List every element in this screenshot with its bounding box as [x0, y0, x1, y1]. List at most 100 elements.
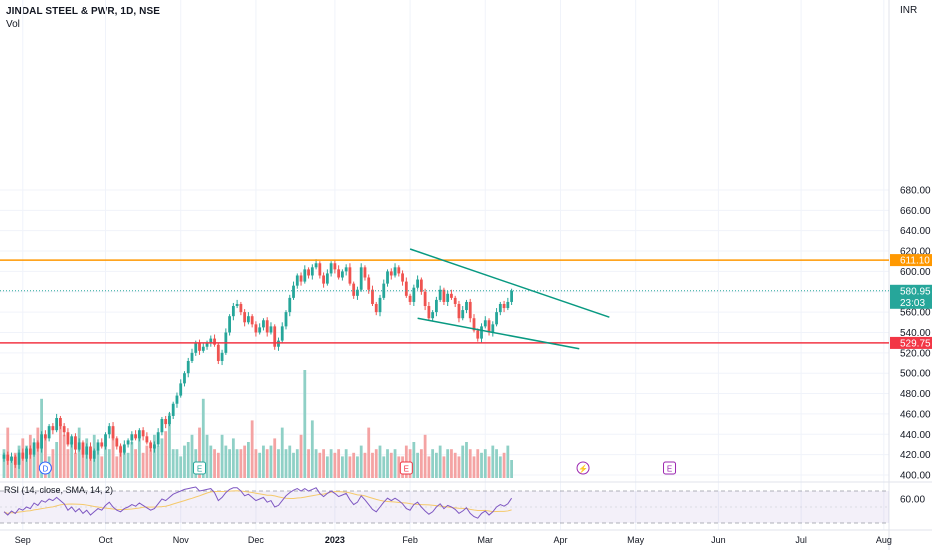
candle [137, 430, 141, 439]
volume-bar [359, 445, 363, 478]
candle [47, 426, 51, 439]
volume-bar [224, 445, 228, 478]
volume-bar [356, 456, 359, 478]
candle [104, 434, 107, 447]
trendlines[interactable] [409, 248, 610, 350]
price-tick-label: 660.00 [900, 206, 931, 217]
volume-bar [329, 449, 333, 478]
candle [382, 283, 386, 298]
volume-bar [465, 442, 468, 478]
candle [164, 419, 168, 425]
event-markers[interactable]: D E E ⚡ E [38, 461, 677, 475]
volume-bar [51, 449, 55, 478]
volume-bar [487, 456, 491, 478]
candle [453, 297, 457, 304]
volume-bar [145, 445, 149, 478]
candle [487, 320, 491, 333]
candle [367, 277, 371, 290]
volume-bar [333, 452, 337, 478]
candle [341, 271, 344, 278]
volume-bar [243, 445, 247, 478]
candle [476, 330, 480, 339]
time-tick-label: Dec [248, 535, 265, 545]
support-tag [890, 336, 932, 349]
candle [21, 452, 25, 459]
volume-bar [322, 449, 325, 478]
volume-bar [160, 438, 164, 478]
candle [273, 326, 277, 347]
candle [371, 289, 374, 304]
volume-bar [341, 456, 344, 478]
volume-bar [254, 449, 258, 478]
candle [25, 448, 28, 459]
price-tick-label: 400.00 [900, 471, 931, 482]
candle [100, 442, 104, 447]
volume-bar [149, 449, 153, 478]
volume-bar [303, 370, 307, 478]
earnings-marker-label: E [667, 465, 672, 474]
volume-bar [446, 449, 450, 478]
candle [325, 273, 329, 284]
candle [250, 316, 254, 325]
price-tick-label: 480.00 [900, 389, 931, 400]
volume-bar [100, 456, 104, 478]
candle [431, 312, 435, 319]
candle [145, 436, 149, 443]
price-axis[interactable]: 680.00660.00640.00620.00600.00580.00560.… [890, 185, 932, 506]
volume-bar [183, 445, 186, 478]
candle [393, 267, 397, 276]
volume-bar [209, 445, 213, 478]
time-tick-label: Sep [15, 535, 31, 545]
price-tick-label: 680.00 [900, 185, 931, 196]
earnings-marker-label: E [404, 465, 409, 474]
candle [59, 417, 62, 427]
volume-bar [10, 456, 13, 478]
candle [269, 326, 273, 333]
volume-bar [423, 434, 427, 478]
volume-bar [89, 449, 92, 478]
volume-bar [382, 456, 386, 478]
volume-bar [74, 452, 77, 478]
volume-bar [231, 438, 235, 478]
candle [168, 415, 171, 425]
volume-bar [179, 456, 183, 478]
time-axis[interactable]: Sep Oct Nov Dec 2023 Feb Mar Apr May Jun Jul Aug [15, 535, 892, 545]
candle [156, 432, 160, 445]
candle [201, 346, 205, 351]
candle [77, 442, 81, 450]
volume-bar [378, 445, 382, 478]
volume-bar [472, 456, 476, 478]
volume-bar [450, 449, 453, 478]
candle [66, 432, 70, 445]
volume-bar [337, 449, 341, 478]
candle [277, 340, 280, 347]
candle [179, 383, 183, 396]
volume-bar [510, 460, 513, 478]
candle [416, 279, 419, 288]
rsi-sma-line [3, 490, 512, 514]
time-tick-label: Apr [553, 535, 567, 545]
volume-bar [201, 398, 205, 478]
candle [85, 446, 89, 455]
candle [412, 287, 416, 302]
volume-bar [502, 452, 506, 478]
candle [239, 303, 243, 313]
volume-bar [416, 452, 419, 478]
candle [265, 320, 269, 333]
volume-bar [43, 434, 47, 478]
volume-bar [59, 424, 62, 478]
candle [337, 269, 341, 278]
volume-bar [32, 449, 36, 478]
candle [510, 290, 513, 302]
candle [107, 426, 111, 435]
volume-label: Vol [6, 19, 20, 30]
candle [62, 426, 66, 433]
volume-bar [438, 445, 442, 478]
volume-bar [168, 413, 171, 478]
candle [292, 285, 295, 298]
lower-trendline [417, 317, 580, 350]
volume-bar [171, 449, 175, 478]
candle [10, 456, 13, 461]
volume-bar [175, 449, 179, 478]
